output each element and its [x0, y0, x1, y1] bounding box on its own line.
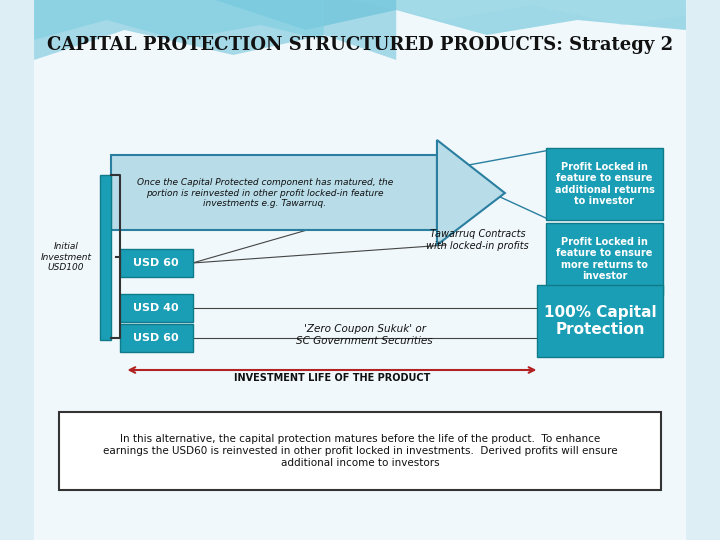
Text: In this alternative, the capital protection matures before the life of the produ: In this alternative, the capital protect…	[103, 434, 617, 468]
FancyBboxPatch shape	[100, 175, 111, 340]
FancyBboxPatch shape	[546, 223, 663, 295]
FancyBboxPatch shape	[120, 324, 192, 352]
Text: USD 40: USD 40	[133, 303, 179, 313]
FancyBboxPatch shape	[34, 0, 686, 540]
Text: 'Zero Coupon Sukuk' or
SC Government Securities: 'Zero Coupon Sukuk' or SC Government Sec…	[296, 324, 433, 346]
Text: USD 60: USD 60	[133, 333, 179, 343]
FancyBboxPatch shape	[546, 148, 663, 220]
Text: Profit Locked in
feature to ensure
additional returns
to investor: Profit Locked in feature to ensure addit…	[554, 161, 654, 206]
Text: CAPITAL PROTECTION STRUCTURED PRODUCTS: Strategy 2: CAPITAL PROTECTION STRUCTURED PRODUCTS: …	[47, 36, 673, 54]
Polygon shape	[215, 0, 686, 35]
Polygon shape	[351, 0, 686, 25]
Text: USD 60: USD 60	[133, 258, 179, 268]
FancyBboxPatch shape	[536, 285, 663, 357]
Text: Tawarruq Contracts
with locked-in profits: Tawarruq Contracts with locked-in profit…	[426, 229, 529, 251]
FancyBboxPatch shape	[120, 294, 192, 322]
Text: Profit Locked in
feature to ensure
more returns to
investor: Profit Locked in feature to ensure more …	[557, 237, 652, 281]
Polygon shape	[34, 0, 324, 40]
Polygon shape	[306, 0, 686, 30]
Polygon shape	[34, 0, 686, 60]
Polygon shape	[437, 140, 505, 245]
Text: Once the Capital Protected component has matured, the
portion is reinvested in o: Once the Capital Protected component has…	[137, 178, 393, 208]
Text: Initial
Investment
USD100: Initial Investment USD100	[40, 242, 91, 272]
FancyBboxPatch shape	[120, 249, 192, 277]
Polygon shape	[34, 0, 396, 60]
FancyBboxPatch shape	[60, 412, 660, 490]
Polygon shape	[34, 0, 686, 30]
Text: 100% Capital
Protection: 100% Capital Protection	[544, 305, 656, 337]
Text: INVESTMENT LIFE OF THE PRODUCT: INVESTMENT LIFE OF THE PRODUCT	[234, 373, 430, 383]
FancyBboxPatch shape	[111, 155, 437, 230]
